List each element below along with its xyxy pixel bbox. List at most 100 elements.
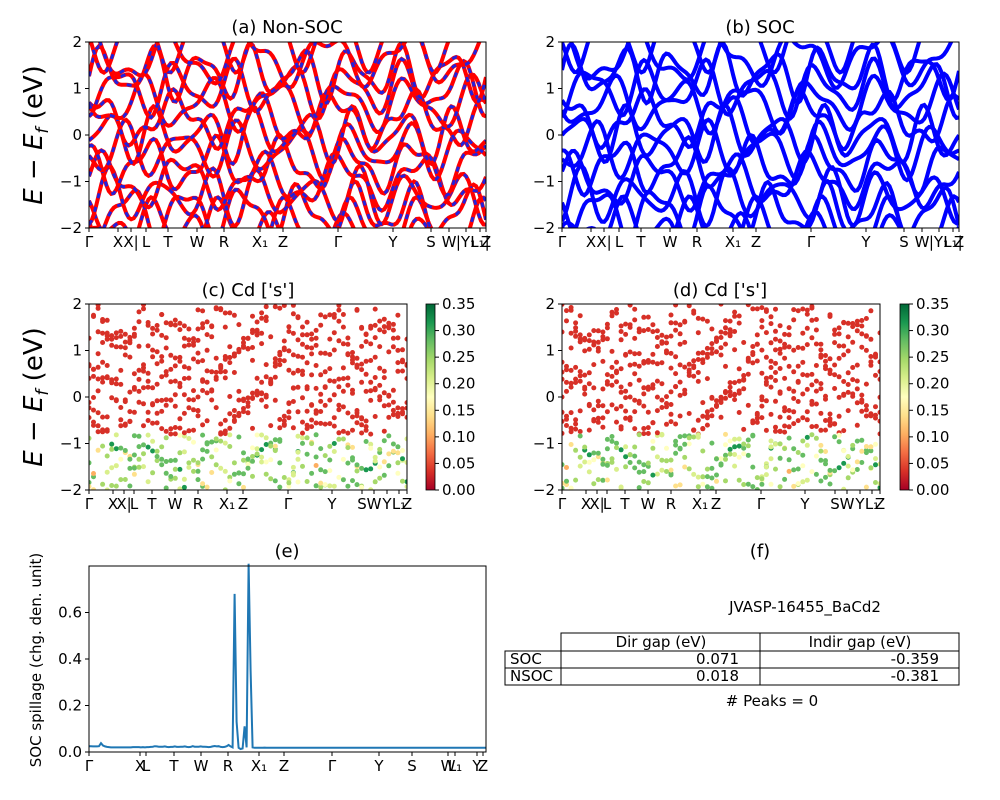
projection-point — [241, 457, 246, 463]
projection-point — [877, 461, 880, 467]
panel-c-ylabel: E − Ef (eV) — [19, 327, 53, 467]
projection-point — [336, 307, 342, 313]
projection-point — [177, 486, 183, 490]
projection-point — [381, 390, 387, 396]
projection-point — [91, 422, 96, 428]
band-line — [89, 164, 486, 228]
projection-point — [150, 354, 156, 360]
projection-point — [113, 446, 119, 452]
projection-point — [286, 415, 292, 421]
projection-point — [677, 362, 683, 368]
projection-point — [100, 359, 106, 365]
projection-point — [718, 352, 724, 358]
projection-point — [577, 378, 583, 384]
projection-point — [340, 365, 346, 371]
projection-point — [127, 483, 133, 489]
projection-point — [818, 386, 824, 392]
projection-point — [723, 330, 728, 336]
projection-point — [186, 405, 192, 411]
projection-point — [213, 436, 219, 442]
projection-point — [131, 409, 137, 415]
projection-point — [695, 357, 701, 362]
projection-point — [618, 424, 624, 430]
projection-point — [395, 335, 401, 341]
projection-point — [145, 432, 151, 438]
projection-point — [659, 405, 665, 410]
projection-point — [618, 323, 624, 329]
projection-point — [259, 447, 265, 453]
projection-point — [562, 369, 565, 375]
projection-point — [732, 463, 738, 469]
projection-point — [859, 318, 865, 323]
xtick-label: W — [441, 757, 456, 775]
projection-point — [186, 464, 192, 470]
xtick-label: W — [442, 233, 457, 251]
projection-point — [163, 470, 169, 476]
xtick-label: |Y₁ — [929, 233, 949, 251]
projection-point — [659, 397, 665, 403]
projection-point — [241, 335, 246, 341]
projection-point — [254, 375, 260, 381]
projection-point — [222, 375, 228, 381]
projection-point — [573, 421, 579, 427]
ytick-label: 0 — [545, 388, 555, 406]
projection-point — [295, 337, 301, 343]
projection-point — [200, 321, 206, 327]
projection-point — [714, 398, 719, 404]
projection-point — [636, 398, 642, 404]
projection-point — [136, 464, 142, 470]
projection-point — [113, 335, 119, 341]
projection-point — [568, 330, 574, 336]
projection-point — [113, 330, 119, 336]
xtick-label: X₁ — [252, 233, 268, 251]
projection-point — [777, 346, 783, 352]
projection-point — [732, 397, 738, 403]
projection-point — [213, 355, 219, 361]
projection-point — [564, 478, 569, 484]
projection-point — [604, 409, 610, 415]
projection-point — [718, 456, 724, 462]
projection-point — [568, 384, 574, 390]
projection-point — [172, 466, 178, 472]
projection-point — [604, 462, 610, 468]
projection-point — [818, 354, 824, 360]
projection-point — [372, 454, 378, 460]
xtick-label: Γ — [334, 233, 343, 251]
projection-point — [304, 360, 310, 366]
projection-point — [763, 309, 769, 314]
projection-point — [763, 379, 769, 385]
projection-point — [113, 463, 119, 469]
xtick-label: Z — [278, 233, 288, 251]
projection-point — [181, 484, 187, 490]
projection-point — [127, 409, 133, 415]
projection-point — [168, 397, 174, 403]
projection-point — [795, 418, 801, 424]
projection-point — [136, 399, 142, 405]
xtick-label: |Y₁ — [456, 233, 476, 251]
projection-point — [650, 359, 656, 365]
projection-point — [818, 478, 824, 484]
projection-point — [277, 417, 283, 422]
projection-point — [832, 421, 838, 427]
projection-point — [368, 397, 374, 403]
projection-point — [614, 466, 619, 472]
projection-point — [89, 405, 92, 411]
projection-point — [245, 410, 251, 416]
projection-point — [109, 377, 115, 383]
table-caption: JVASP-16455_BaCd2 — [728, 598, 881, 617]
projection-point — [623, 388, 629, 394]
projection-point — [218, 364, 224, 370]
projection-point — [854, 459, 860, 465]
projection-point — [695, 350, 701, 356]
table-cell: 0.018 — [696, 667, 739, 685]
projection-point — [336, 384, 342, 390]
projection-point — [95, 364, 101, 370]
projection-point — [318, 312, 324, 318]
ytick-label: −1 — [60, 435, 82, 453]
projection-point — [336, 474, 342, 480]
projection-point — [714, 478, 719, 484]
projection-point — [664, 350, 669, 356]
projection-point — [109, 336, 115, 342]
projection-point — [604, 477, 610, 483]
projection-point — [172, 457, 178, 463]
